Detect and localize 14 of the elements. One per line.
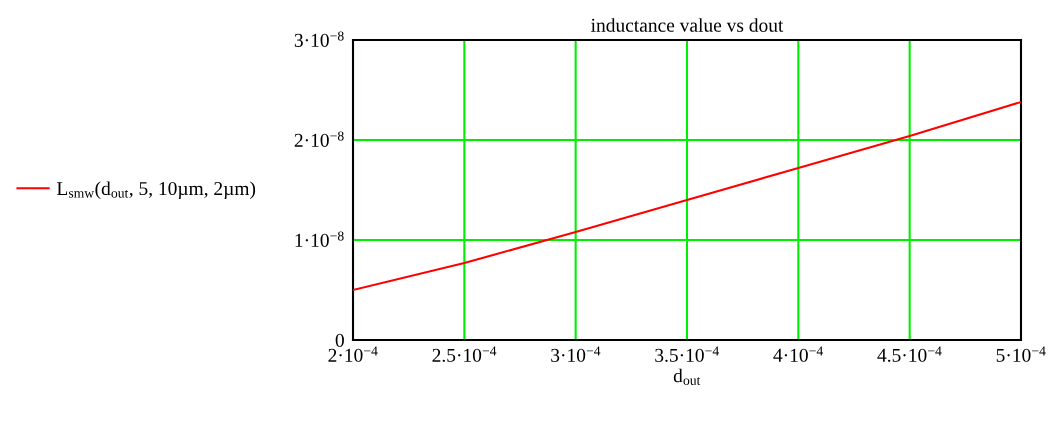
- x-tick-label: 4·10$^{−4}$: [773, 346, 824, 362]
- y-tick-label: 3·10$^{−8}$: [294, 31, 344, 47]
- x-tick-label: 3·10$^{−4}$: [551, 346, 601, 362]
- y-tick-label: 0: [335, 333, 344, 347]
- y-tick-label: 1·10$^{−8}$: [295, 231, 344, 247]
- x-tick-label: 3.5·10$^{−4}$: [655, 346, 719, 362]
- x-axis-title: d$_{out}$: [673, 368, 701, 385]
- legend-label: L$_{smw}$(d$_{out}$, 5, 10µm, 2µm): [56, 181, 256, 200]
- chart-title: inductance value vs dout: [591, 18, 784, 32]
- x-tick-label: 4.5·10$^{−4}$: [877, 346, 942, 362]
- y-tick-label: 2·10$^{−8}$: [294, 131, 344, 147]
- x-tick-label: 2·10$^{−4}$: [328, 346, 378, 362]
- x-tick-label: 2.5·10$^{−4}$: [432, 346, 497, 362]
- x-tick-label: 5·10$^{−4}$: [996, 346, 1046, 362]
